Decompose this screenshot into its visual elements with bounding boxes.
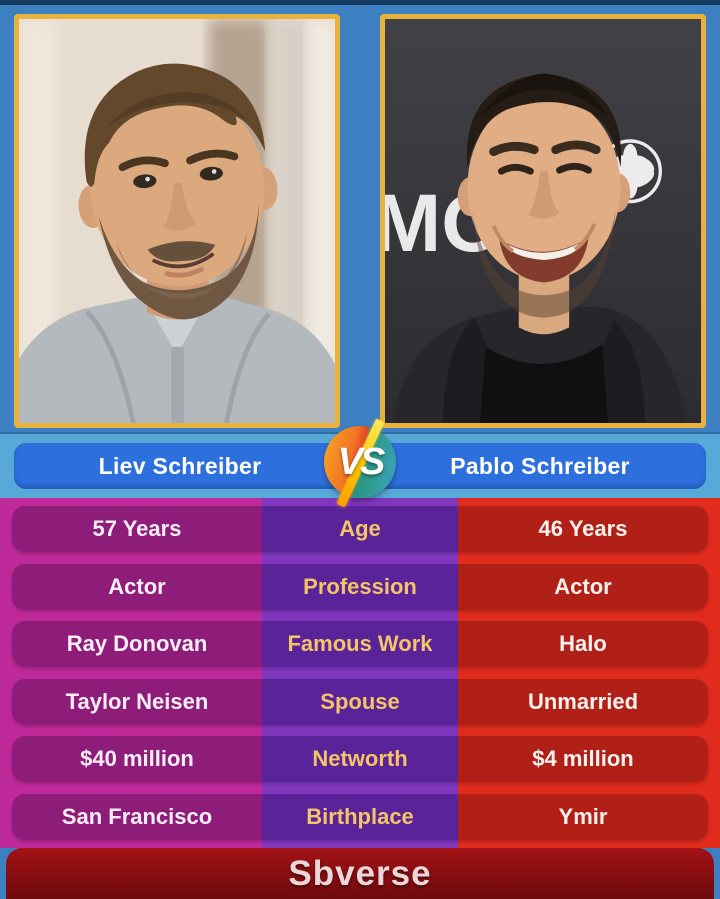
table-row-spouse: Taylor Neisen Spouse Unmarried [12, 678, 708, 725]
left-value: Taylor Neisen [12, 678, 262, 725]
row-label: Networth [262, 736, 458, 782]
right-name-label: Pablo Schreiber [450, 452, 630, 479]
row-label: Age [262, 506, 458, 552]
right-value: $4 million [458, 736, 708, 782]
table-row-networth: $40 million Networth $4 million [12, 736, 708, 782]
left-value: San Francisco [12, 793, 262, 840]
row-label: Famous Work [262, 621, 458, 667]
pablo-portrait-illustration: MO ​ [385, 19, 701, 423]
right-value: Ymir [458, 793, 708, 840]
brand-label: Sbverse [288, 853, 432, 893]
row-label: Spouse [262, 678, 458, 725]
table-row-age: 57 Years Age 46 Years [12, 506, 708, 552]
right-value: Unmarried [458, 678, 708, 725]
left-name-pill: Liev Schreiber [14, 443, 346, 489]
liev-portrait-illustration [19, 19, 335, 423]
left-value: Ray Donovan [12, 621, 262, 667]
row-label: Birthplace [262, 793, 458, 840]
comparison-table: 57 Years Age 46 Years Actor Profession A… [0, 498, 720, 848]
left-value: $40 million [12, 736, 262, 782]
vs-label: VS [337, 440, 386, 483]
left-value: 57 Years [12, 506, 262, 552]
right-value: Halo [458, 621, 708, 667]
right-value: Actor [458, 563, 708, 610]
left-value: Actor [12, 563, 262, 610]
table-row-birthplace: San Francisco Birthplace Ymir [12, 793, 708, 840]
photo-liev-schreiber [14, 14, 340, 428]
right-name-pill: Pablo Schreiber [374, 443, 706, 489]
table-row-profession: Actor Profession Actor [12, 563, 708, 610]
right-value: 46 Years [458, 506, 708, 552]
brand-bar: Sbverse [6, 848, 714, 899]
row-label: Profession [262, 563, 458, 610]
vs-badge: VS [322, 418, 398, 508]
photo-area: MO ​ [0, 0, 720, 432]
table-row-famous-work: Ray Donovan Famous Work Halo [12, 621, 708, 667]
photo-pablo-schreiber: MO ​ [380, 14, 706, 428]
top-border [0, 0, 720, 5]
left-name-label: Liev Schreiber [98, 452, 262, 479]
